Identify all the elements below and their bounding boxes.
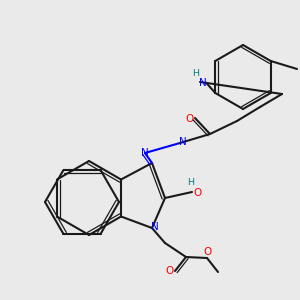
Text: O: O (203, 247, 212, 257)
Text: N: N (151, 222, 158, 232)
Text: N: N (199, 78, 207, 88)
Text: N: N (140, 148, 148, 158)
Text: O: O (165, 266, 173, 276)
Text: O: O (194, 188, 202, 199)
Text: O: O (185, 114, 194, 124)
Text: N: N (179, 137, 187, 147)
Text: H: H (193, 69, 200, 78)
Text: H: H (187, 178, 194, 187)
